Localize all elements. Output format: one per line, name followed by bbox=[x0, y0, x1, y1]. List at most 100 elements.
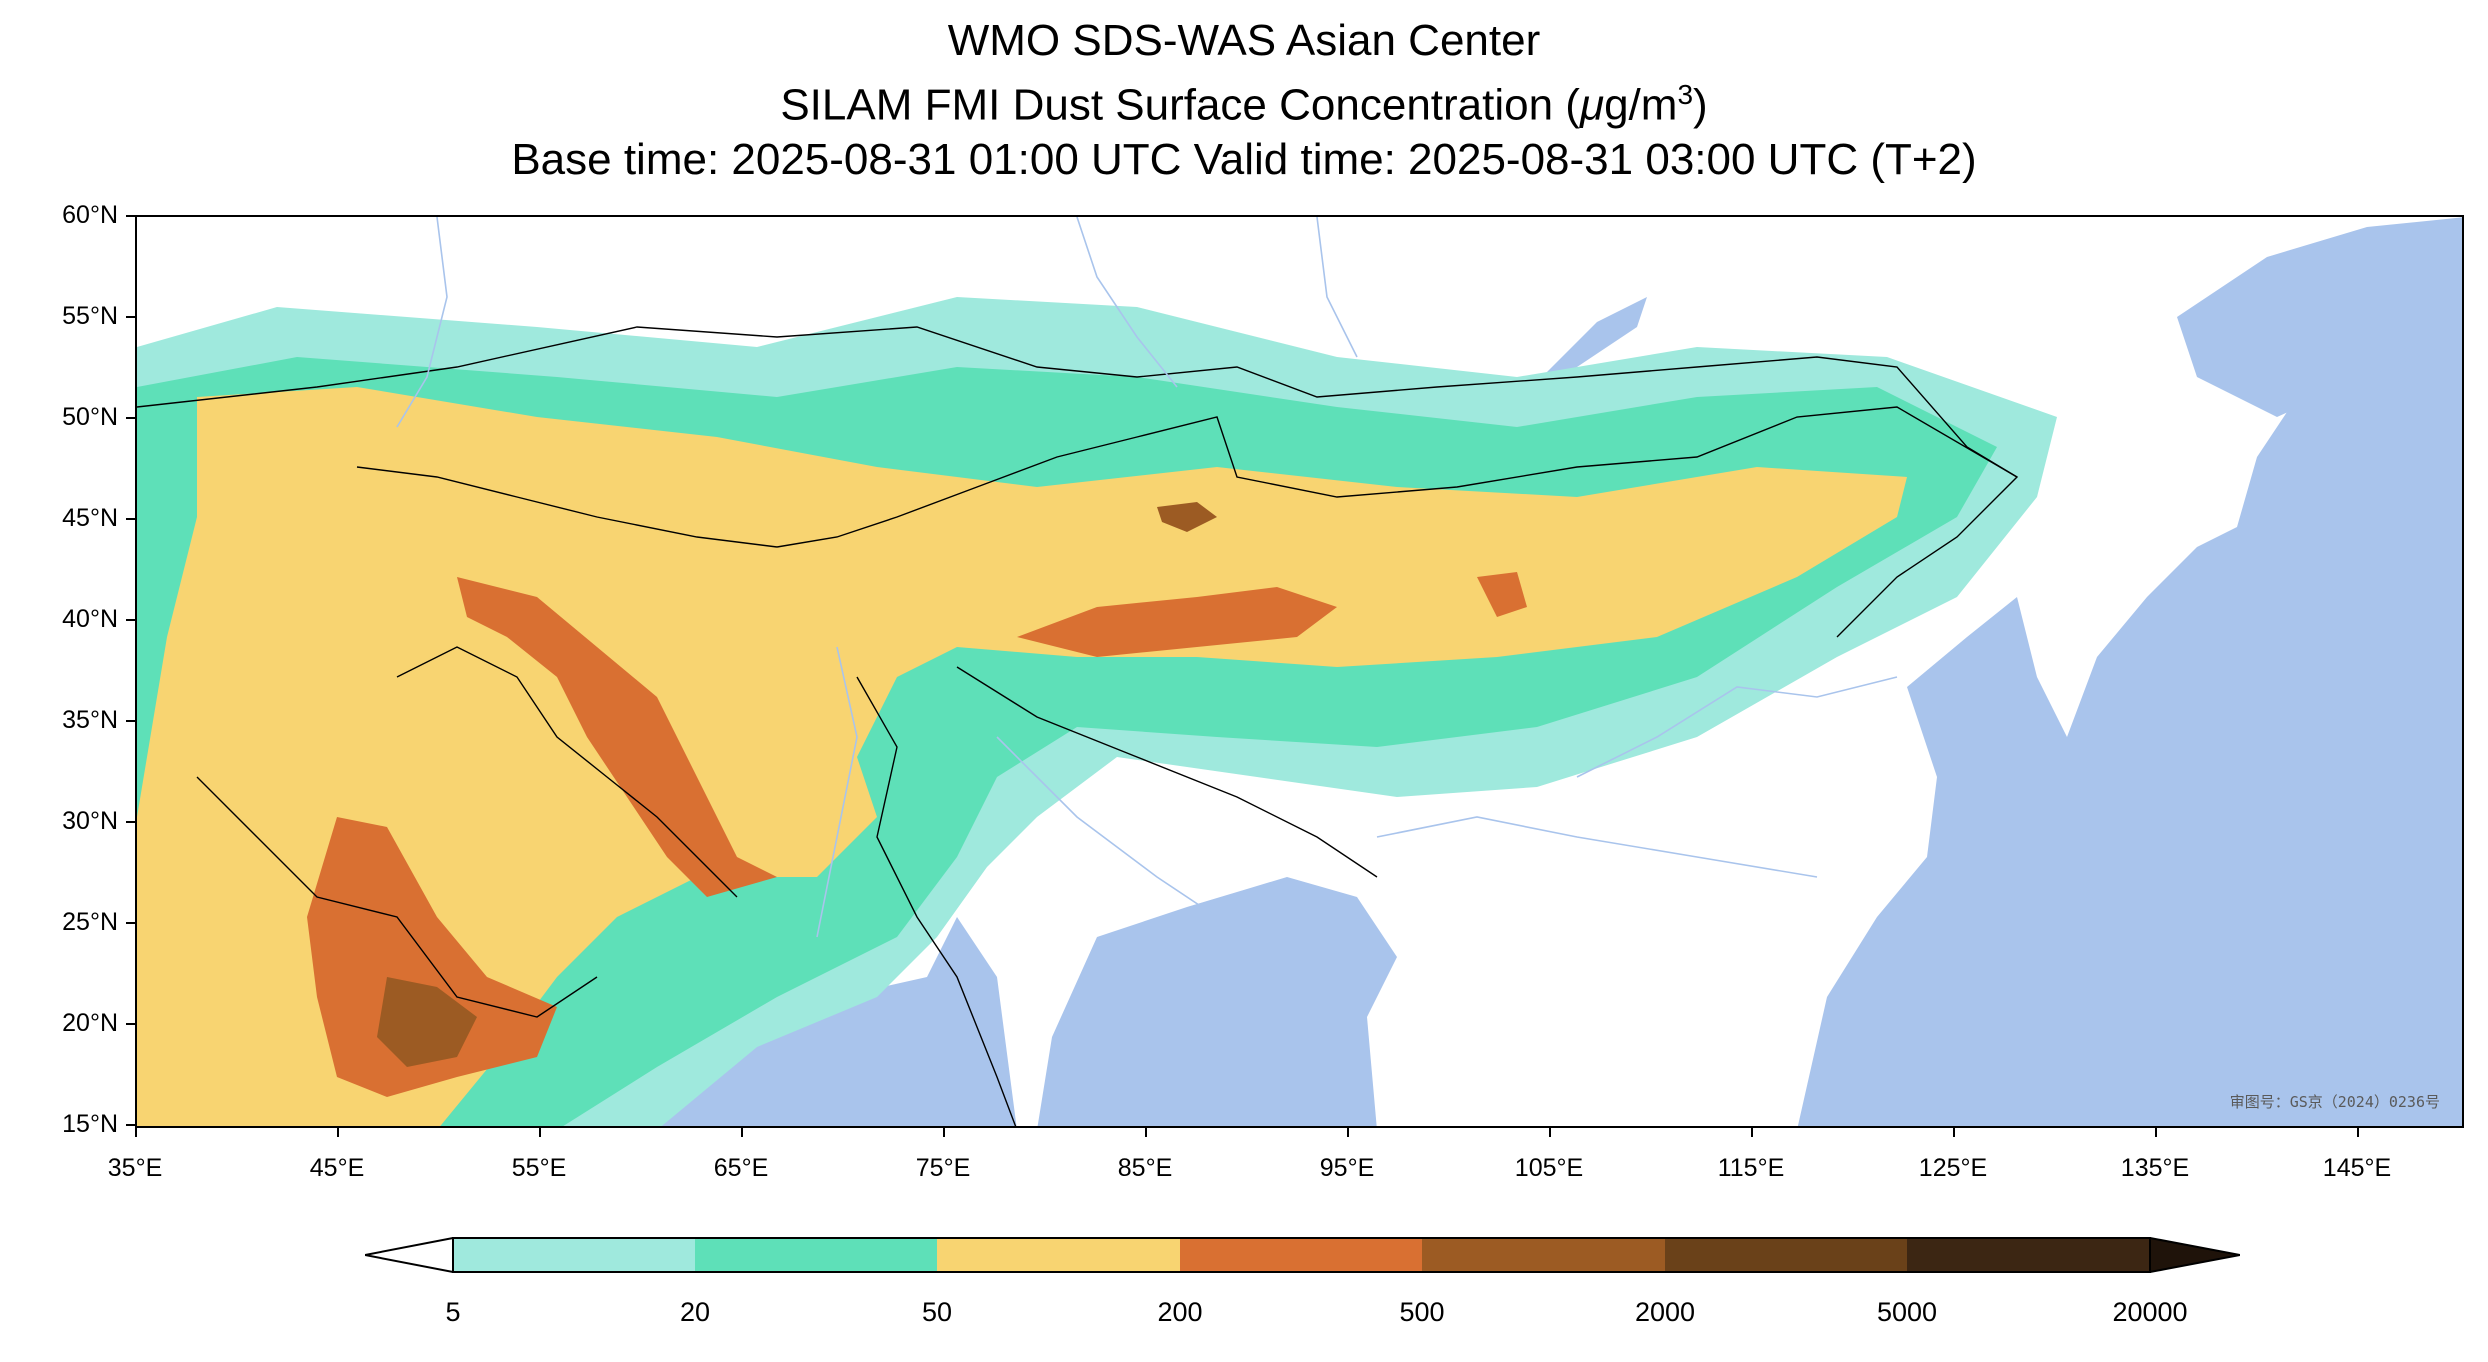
title-line-2-suffix: ) bbox=[1693, 80, 1708, 130]
border-line-south-asia bbox=[856, 676, 1017, 1126]
latitude-tick bbox=[126, 316, 135, 318]
border-line-iran-afghanistan bbox=[396, 646, 738, 898]
latitude-label: 40°N bbox=[62, 605, 118, 633]
river-indus bbox=[816, 646, 858, 938]
latitude-tick bbox=[126, 619, 135, 621]
map-frame: 审图号：GS京（2024）0236号 bbox=[135, 215, 2464, 1128]
longitude-label: 95°E bbox=[1319, 1154, 1375, 1182]
colorbar-label: 5 bbox=[445, 1297, 461, 1327]
country-borders bbox=[137, 326, 2019, 1126]
colorbar-label: 5000 bbox=[1876, 1297, 1938, 1327]
dust-level-200-500-tarim bbox=[1017, 587, 1337, 657]
river-yenisei bbox=[1316, 217, 1358, 358]
longitude-label: 105°E bbox=[1514, 1154, 1584, 1182]
border-line-himalaya bbox=[956, 666, 1378, 878]
colorbar-segment bbox=[1665, 1238, 1907, 1272]
title-unit: g/m bbox=[1604, 80, 1678, 130]
latitude-label: 30°N bbox=[62, 807, 118, 835]
title-block: WMO SDS-WAS Asian Center SILAM FMI Dust … bbox=[0, 14, 2488, 187]
colorbar-under-arrow bbox=[365, 1237, 454, 1273]
latitude-tick bbox=[126, 1023, 135, 1025]
longitude-tick bbox=[1751, 1128, 1753, 1137]
latitude-tick bbox=[126, 417, 135, 419]
longitude-tick bbox=[2155, 1128, 2157, 1137]
dust-level-50-200 bbox=[137, 387, 1907, 1126]
colorbar-segment bbox=[1422, 1238, 1665, 1272]
colorbar-segment bbox=[695, 1238, 937, 1272]
latitude-label: 55°N bbox=[62, 302, 118, 330]
map-approval-number: 审图号：GS京（2024）0236号 bbox=[2229, 1093, 2440, 1111]
longitude-label: 35°E bbox=[107, 1154, 163, 1182]
colorbar-label: 50 bbox=[921, 1297, 953, 1327]
longitude-label: 55°E bbox=[511, 1154, 567, 1182]
ocean-pacific bbox=[1797, 228, 2462, 1126]
latitude-label: 15°N bbox=[62, 1110, 118, 1138]
colorbar-label: 20000 bbox=[2112, 1297, 2188, 1327]
colorbar-label: 200 bbox=[1157, 1297, 1203, 1327]
dust-level-fills bbox=[137, 297, 2057, 1126]
colorbar-label: 20 bbox=[679, 1297, 711, 1327]
latitude-label: 45°N bbox=[62, 504, 118, 532]
dust-level-200-500-central-asia bbox=[457, 577, 777, 897]
river-ganges bbox=[996, 736, 1218, 918]
river-ural bbox=[396, 217, 448, 428]
title-mu-symbol: μ bbox=[1579, 80, 1605, 130]
longitude-tick bbox=[741, 1128, 743, 1137]
longitude-tick bbox=[1145, 1128, 1147, 1137]
latitude-tick bbox=[126, 821, 135, 823]
longitude-label: 125°E bbox=[1918, 1154, 1988, 1182]
latitude-tick bbox=[126, 518, 135, 520]
colorbar-label: 500 bbox=[1399, 1297, 1445, 1327]
longitude-tick bbox=[337, 1128, 339, 1137]
river-yellow bbox=[1576, 676, 1898, 778]
ocean-areas bbox=[137, 217, 2462, 1126]
dust-level-200-500-arabia bbox=[307, 817, 557, 1097]
longitude-label: 135°E bbox=[2120, 1154, 2190, 1182]
latitude-tick bbox=[126, 720, 135, 722]
colorbar-segment bbox=[1907, 1238, 2150, 1272]
latitude-label: 50°N bbox=[62, 403, 118, 431]
river-yangtze bbox=[1376, 816, 1818, 878]
colorbar-segment bbox=[937, 1238, 1180, 1272]
latitude-label: 25°N bbox=[62, 908, 118, 936]
colorbar bbox=[365, 1237, 2240, 1273]
title-line-3: Base time: 2025-08-31 01:00 UTC Valid ti… bbox=[511, 134, 1977, 184]
title-line-2: SILAM FMI Dust Surface Concentration (μg… bbox=[0, 68, 2488, 133]
longitude-tick bbox=[1953, 1128, 1955, 1137]
dust-concentration-map bbox=[137, 217, 2462, 1126]
dust-level-200-500-gobi bbox=[1477, 572, 1527, 617]
longitude-tick bbox=[2357, 1128, 2359, 1137]
longitude-tick bbox=[1347, 1128, 1349, 1137]
latitude-label: 60°N bbox=[62, 201, 118, 229]
border-line-kazakhstan bbox=[356, 466, 778, 548]
longitude-tick bbox=[943, 1128, 945, 1137]
longitude-tick bbox=[539, 1128, 541, 1137]
latitude-tick bbox=[126, 922, 135, 924]
border-line-china-west bbox=[776, 406, 2019, 638]
longitude-label: 85°E bbox=[1117, 1154, 1173, 1182]
colorbar-over-arrow bbox=[2149, 1237, 2240, 1273]
latitude-tick bbox=[126, 215, 135, 217]
title-line-2-prefix: SILAM FMI Dust Surface Concentration ( bbox=[780, 80, 1580, 130]
longitude-label: 45°E bbox=[309, 1154, 365, 1182]
longitude-label: 75°E bbox=[915, 1154, 971, 1182]
title-unit-exponent: 3 bbox=[1677, 79, 1694, 110]
border-line-arabia bbox=[196, 776, 598, 1018]
longitude-tick bbox=[135, 1128, 137, 1137]
colorbar-label: 2000 bbox=[1634, 1297, 1696, 1327]
title-line-1: WMO SDS-WAS Asian Center bbox=[947, 16, 1541, 65]
rivers bbox=[396, 217, 1898, 938]
latitude-tick bbox=[126, 1124, 135, 1126]
colorbar-segment bbox=[1180, 1238, 1422, 1272]
ocean-bay-of-bengal bbox=[1037, 877, 1397, 1126]
dust-level-500-2000-dzungaria bbox=[1157, 502, 1217, 532]
longitude-tick bbox=[1549, 1128, 1551, 1137]
dust-level-500-2000-arabia bbox=[377, 977, 477, 1067]
river-ob bbox=[1076, 217, 1178, 388]
colorbar-segment bbox=[453, 1238, 695, 1272]
colorbar-outline bbox=[452, 1237, 2151, 1273]
ocean-sea-of-okhotsk bbox=[2177, 217, 2462, 417]
latitude-label: 35°N bbox=[62, 706, 118, 734]
border-line-north bbox=[137, 326, 2018, 478]
latitude-label: 20°N bbox=[62, 1009, 118, 1037]
